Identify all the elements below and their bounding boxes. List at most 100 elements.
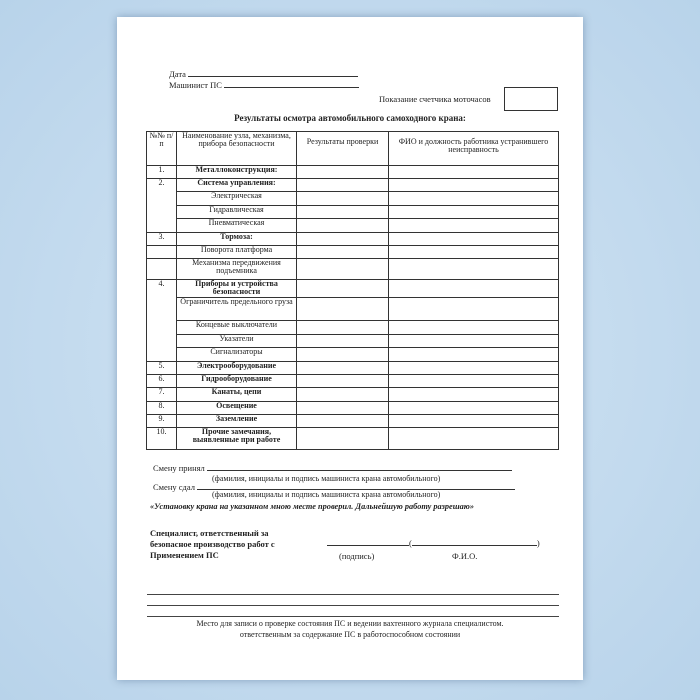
result-cell[interactable] (296, 401, 389, 415)
result-cell[interactable] (296, 178, 389, 192)
responsible-cell[interactable] (388, 401, 559, 415)
row-number: 8. (146, 401, 177, 415)
result-cell[interactable] (296, 205, 389, 219)
table-row: Механизма передвижения подъемника (146, 258, 559, 280)
shift-accepted: Смену принял (153, 464, 512, 473)
row-item-name: Поворота платформа (176, 245, 297, 259)
table-row: 10. Прочие замечания, выявленные при рабо… (146, 427, 559, 450)
shift-handed-blank (197, 489, 516, 490)
row-item-name: Концевые выключатели (176, 320, 297, 335)
table-row: Поворота платформа (146, 245, 559, 259)
shift-handed-caption: (фамилия, инициалы и подпись машиниста к… (212, 490, 441, 499)
meter-box (504, 87, 558, 111)
responsible-cell[interactable] (388, 320, 559, 335)
row-item-name: Электрическая (176, 191, 297, 206)
shift-accepted-caption: (фамилия, инициалы и подпись машиниста к… (212, 474, 441, 483)
row-number: 6. (146, 374, 177, 388)
result-cell[interactable] (296, 191, 389, 206)
date-field: Дата (169, 70, 359, 79)
result-cell[interactable] (296, 258, 389, 280)
result-cell[interactable] (296, 297, 389, 321)
result-cell[interactable] (296, 232, 389, 246)
date-blank (188, 76, 359, 77)
result-cell[interactable] (296, 347, 389, 362)
row-number: 1. (146, 165, 177, 179)
responsible-cell[interactable] (388, 165, 559, 179)
table-row: Ограничитель предельного груза (147, 297, 559, 321)
responsible-cell[interactable] (388, 334, 559, 348)
table-row: Сигнализаторы (147, 347, 559, 362)
row-item-name: Металлоконструкция: (176, 165, 297, 179)
row-number: 9. (146, 414, 177, 428)
operator-blank (224, 87, 360, 88)
responsible-cell[interactable] (388, 178, 559, 192)
row-number: 3. (146, 232, 177, 246)
shift-accepted-label: Смену принял (153, 463, 205, 473)
signature-caption: (подпись) (339, 551, 375, 561)
responsible-cell[interactable] (388, 387, 559, 402)
result-cell[interactable] (296, 165, 389, 179)
responsible-cell[interactable] (388, 191, 559, 206)
row-item-name: Заземление (176, 414, 297, 428)
specialist-line-2: безопасное производство работ с (150, 539, 275, 549)
table-row: 4. Приборы и устройства безопасности (146, 279, 559, 362)
table-row: Электрическая (147, 191, 559, 206)
result-cell[interactable] (296, 245, 389, 259)
result-cell[interactable] (296, 279, 389, 298)
result-cell[interactable] (296, 218, 389, 233)
row-item-name: Механизма передвижения подъемника (176, 258, 297, 280)
responsible-cell[interactable] (388, 414, 559, 428)
document-page: Дата Машинист ПС Показание счетчика мото… (117, 17, 583, 680)
meter-label: Показание счетчика моточасов (379, 94, 491, 104)
responsible-cell[interactable] (388, 427, 559, 450)
row-item-name: Прочие замечания, выявленные при работе (176, 427, 297, 450)
row-number: 4. (146, 279, 177, 362)
document-title: Результаты осмотра автомобильного самохо… (234, 113, 466, 123)
result-cell[interactable] (296, 334, 389, 348)
column-header: №№ п/п (146, 131, 177, 166)
responsible-cell[interactable] (388, 279, 559, 298)
notes-line-1 (147, 594, 559, 595)
result-cell[interactable] (296, 374, 389, 388)
row-item-name: Пневматическая (176, 218, 297, 233)
responsible-cell[interactable] (388, 258, 559, 280)
result-cell[interactable] (296, 414, 389, 428)
result-cell[interactable] (296, 320, 389, 335)
row-item-name: Гидрооборудование (176, 374, 297, 388)
responsible-cell[interactable] (388, 218, 559, 233)
shift-handed: Смену сдал (153, 483, 516, 492)
signature-line: () (327, 539, 540, 548)
responsible-cell[interactable] (388, 347, 559, 362)
shift-accepted-blank (206, 470, 512, 471)
result-cell[interactable] (296, 361, 389, 375)
name-caption: Ф.И.О. (452, 551, 478, 561)
result-cell[interactable] (296, 387, 389, 402)
column-header: ФИО и должность работника устранившего н… (388, 131, 559, 166)
row-item-name: Указатели (176, 334, 297, 348)
row-number (146, 258, 177, 280)
table-row: Указатели (147, 334, 559, 348)
row-number: 2. (146, 178, 177, 233)
specialist-line-3: Применением ПС (150, 550, 219, 560)
footer-line-1: Место для записи о проверке состояния ПС… (196, 619, 504, 628)
responsible-cell[interactable] (388, 245, 559, 259)
table-row: Концевые выключатели (147, 320, 559, 335)
specialist-line-1: Специалист, ответственный за (150, 528, 269, 538)
responsible-cell[interactable] (388, 232, 559, 246)
responsible-cell[interactable] (388, 205, 559, 219)
notes-line-2 (147, 605, 559, 606)
row-item-name: Освещение (176, 401, 297, 415)
row-number: 10. (146, 427, 177, 450)
table-row: 6. Гидрооборудование (146, 374, 559, 388)
row-number: 5. (146, 361, 177, 375)
table-row: 8. Освещение (146, 401, 559, 415)
responsible-cell[interactable] (388, 297, 559, 321)
notes-line-3 (147, 616, 559, 617)
table-row: 5. Электрооборудование (146, 361, 559, 375)
table-row: 9. Заземление (146, 414, 559, 428)
table-row: 1. Металлоконструкция: (146, 165, 559, 179)
responsible-cell[interactable] (388, 374, 559, 388)
result-cell[interactable] (296, 427, 389, 450)
responsible-cell[interactable] (388, 361, 559, 375)
row-item-name: Электрооборудование (176, 361, 297, 375)
